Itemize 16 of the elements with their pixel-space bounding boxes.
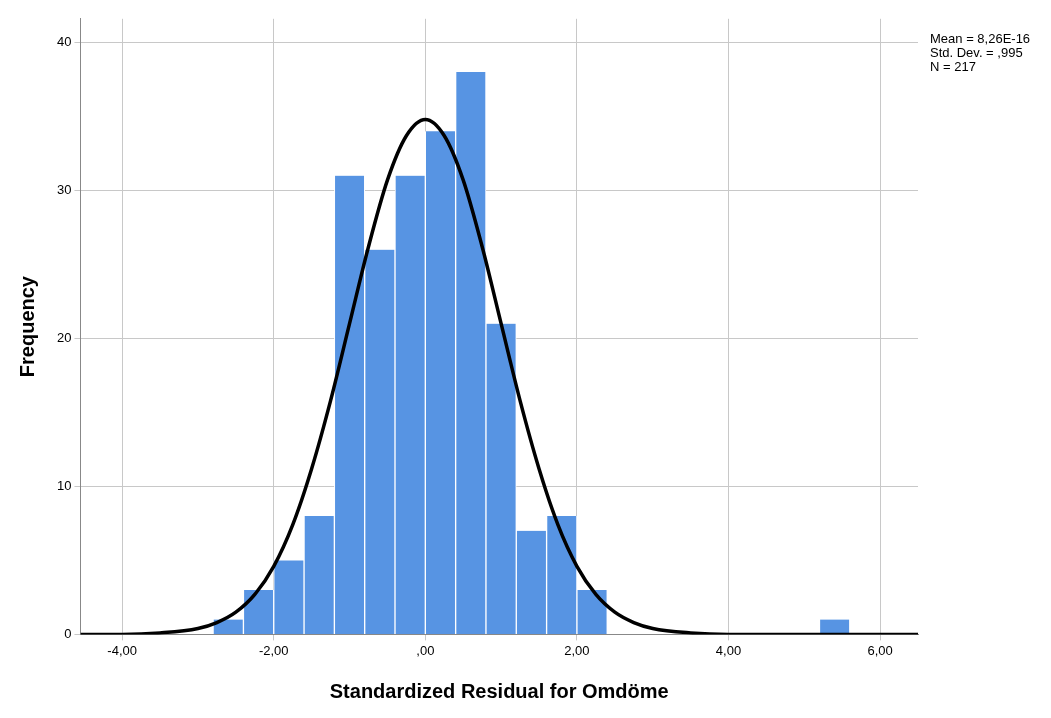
y-tick-label: 0 xyxy=(64,625,72,641)
text: Std. Dev. = ,995 xyxy=(930,44,1023,60)
y-axis-title: Frequency xyxy=(15,275,38,378)
x-axis-title: Standardized Residual for Omdöme xyxy=(329,679,669,702)
x-tick-label: -2,00 xyxy=(258,642,289,658)
x-tick-label: 6,00 xyxy=(867,642,893,658)
y-tick-label: 20 xyxy=(56,330,72,346)
text: Mean = 8,26E-16 xyxy=(930,30,1031,46)
x-tick-label: 4,00 xyxy=(715,642,742,658)
x-tick-label: -4,00 xyxy=(107,642,137,658)
x-tick-label: 2,00 xyxy=(564,642,590,658)
text: N = 217 xyxy=(930,58,976,74)
y-tick-label: 30 xyxy=(56,182,72,198)
x-tick-label: ,00 xyxy=(416,642,435,658)
y-tick-label: 10 xyxy=(56,478,72,493)
y-tick-label: 40 xyxy=(56,34,72,50)
